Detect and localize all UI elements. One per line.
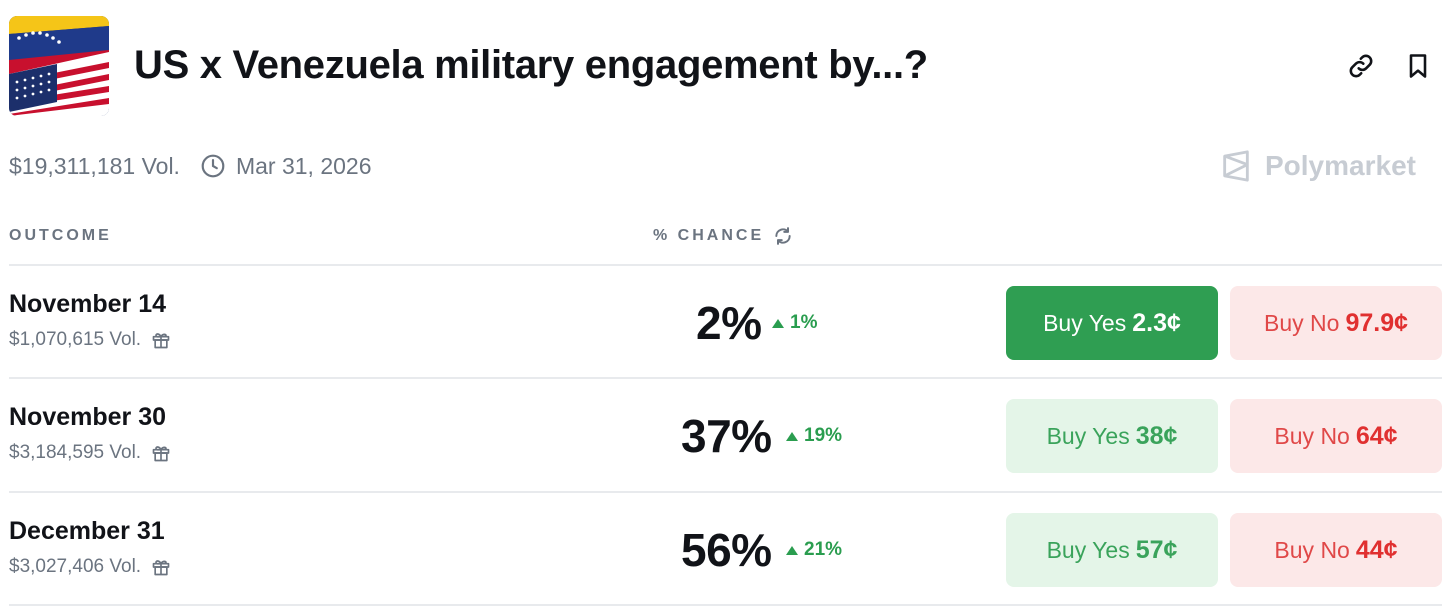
- market-end-date: Mar 31, 2026: [235, 152, 372, 179]
- bookmark-icon[interactable]: [1404, 52, 1432, 80]
- outcome-volume-text: $3,184,595 Vol.: [9, 442, 142, 463]
- chance-delta-text: 1%: [790, 312, 818, 333]
- column-header-outcome: OUTCOME: [9, 227, 112, 244]
- gift-icon[interactable]: [151, 443, 171, 463]
- market-title: US x Venezuela military engagement by...…: [134, 43, 928, 87]
- chance-delta: 19%: [786, 425, 842, 447]
- outcome-date: December 31: [9, 517, 165, 545]
- outcome-volume-text: $3,027,406 Vol.: [9, 556, 142, 577]
- gift-icon[interactable]: [151, 330, 171, 350]
- up-arrow-icon: [772, 318, 784, 328]
- gift-icon[interactable]: [151, 557, 171, 577]
- buy-yes-button[interactable]: Buy Yes 2.3¢: [1006, 286, 1218, 360]
- divider: [9, 491, 1442, 493]
- chance-delta-text: 19%: [804, 425, 843, 446]
- up-arrow-icon: [786, 545, 798, 555]
- column-header-chance: % CHANCE: [653, 227, 765, 244]
- buy-yes-button[interactable]: Buy Yes 38¢: [1006, 399, 1218, 473]
- buy-yes-label: Buy Yes: [1046, 536, 1130, 563]
- buy-no-price: 64¢: [1355, 421, 1398, 450]
- buy-yes-price: 38¢: [1135, 421, 1178, 450]
- brand-name: Polymarket: [1265, 150, 1416, 181]
- buy-no-button[interactable]: Buy No 97.9¢: [1230, 286, 1442, 360]
- outcome-row: November 14 $1,070,615 Vol. 2% 1% Buy Ye…: [9, 266, 1442, 378]
- buy-yes-price: 2.3¢: [1132, 308, 1181, 337]
- polymarket-logo: [1219, 149, 1253, 183]
- buy-yes-price: 57¢: [1135, 535, 1178, 564]
- buy-no-price: 44¢: [1355, 535, 1398, 564]
- chance-value: 2%: [696, 297, 762, 349]
- buy-no-button[interactable]: Buy No 64¢: [1230, 399, 1442, 473]
- outcome-volume: $3,184,595 Vol.: [9, 442, 171, 464]
- chance-delta: 1%: [772, 312, 817, 334]
- market-thumbnail: [9, 16, 109, 116]
- link-icon[interactable]: [1347, 52, 1375, 80]
- divider: [9, 264, 1442, 266]
- refresh-icon[interactable]: [773, 226, 793, 246]
- chance-value: 56%: [681, 524, 772, 576]
- market-header: US x Venezuela military engagement by...…: [9, 16, 1449, 118]
- chance-value: 37%: [681, 410, 772, 462]
- outcome-volume: $3,027,406 Vol.: [9, 556, 171, 578]
- chance-delta-text: 21%: [804, 539, 843, 560]
- up-arrow-icon: [786, 431, 798, 441]
- buy-no-button[interactable]: Buy No 44¢: [1230, 513, 1442, 587]
- outcome-volume: $1,070,615 Vol.: [9, 329, 171, 351]
- buy-yes-label: Buy Yes: [1043, 309, 1127, 336]
- buy-yes-button[interactable]: Buy Yes 57¢: [1006, 513, 1218, 587]
- clock-icon: [200, 153, 226, 179]
- market-meta: $19,311,181 Vol. Mar 31, 2026: [9, 150, 371, 182]
- outcome-date: November 30: [9, 403, 167, 431]
- buy-no-label: Buy No: [1274, 422, 1350, 449]
- buy-no-price: 97.9¢: [1345, 308, 1408, 337]
- brand-polymarket: Polymarket: [1219, 148, 1416, 184]
- outcome-volume-text: $1,070,615 Vol.: [9, 329, 142, 350]
- outcome-date: November 14: [9, 290, 167, 318]
- divider: [9, 377, 1442, 379]
- buy-no-label: Buy No: [1264, 309, 1340, 336]
- outcome-row: December 31 $3,027,406 Vol. 56% 21% Buy …: [9, 493, 1442, 605]
- buy-yes-label: Buy Yes: [1046, 422, 1130, 449]
- buy-no-label: Buy No: [1274, 536, 1350, 563]
- outcome-row: November 30 $3,184,595 Vol. 37% 19% Buy …: [9, 379, 1442, 491]
- chance-delta: 21%: [786, 539, 842, 561]
- market-volume: $19,311,181 Vol.: [9, 152, 180, 179]
- divider: [9, 604, 1442, 606]
